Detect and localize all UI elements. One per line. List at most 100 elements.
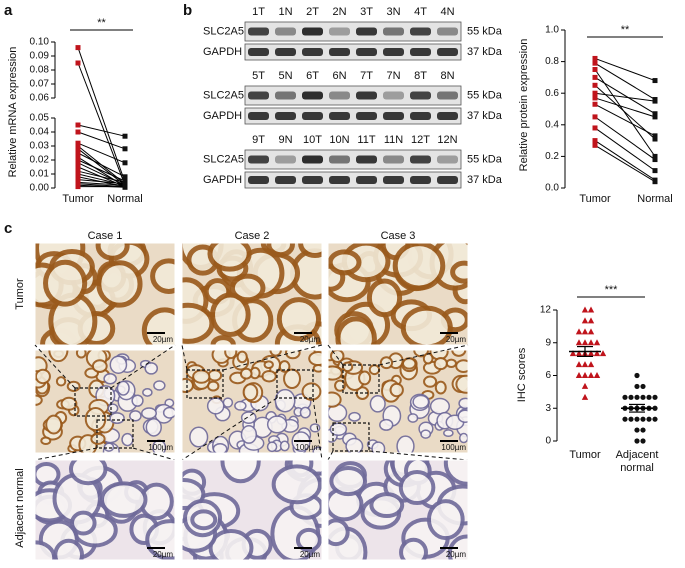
band xyxy=(356,155,377,164)
y-tick-label: 0.09 xyxy=(30,51,50,62)
gland xyxy=(328,518,350,547)
zoom-line xyxy=(34,447,98,461)
gland xyxy=(99,481,148,518)
lane-label: 9N xyxy=(278,134,292,146)
gland xyxy=(379,418,394,431)
point xyxy=(592,138,598,144)
point xyxy=(581,306,589,313)
gland xyxy=(240,411,257,424)
band xyxy=(410,176,431,184)
gland xyxy=(334,379,346,392)
band xyxy=(437,155,458,164)
ihc-image xyxy=(328,460,468,560)
blot-strip xyxy=(244,107,462,125)
gland xyxy=(35,368,51,385)
y-tick-label: 0.10 xyxy=(30,37,50,48)
point xyxy=(75,45,81,51)
gland xyxy=(450,260,468,284)
image-border xyxy=(181,349,323,454)
pair-line xyxy=(77,170,126,183)
point xyxy=(622,394,628,400)
gland xyxy=(129,410,142,422)
point xyxy=(592,67,598,72)
gland xyxy=(299,406,311,419)
point xyxy=(75,168,81,174)
y-tick-label: 3 xyxy=(545,403,551,414)
point xyxy=(652,405,658,411)
gland xyxy=(348,411,361,422)
gland xyxy=(423,375,438,388)
gland xyxy=(401,357,417,370)
point xyxy=(581,339,589,346)
y-axis-label: Relative protein expression xyxy=(518,39,530,172)
point xyxy=(652,136,658,142)
point xyxy=(592,142,598,148)
x-tick-label: Normal xyxy=(637,193,673,205)
band xyxy=(329,155,350,164)
pair-line xyxy=(77,62,126,186)
y-tick-label: 0.07 xyxy=(30,79,50,90)
gland xyxy=(224,350,238,360)
point xyxy=(122,160,128,166)
lane-label: 8T xyxy=(414,70,427,82)
panel-label: b xyxy=(183,2,192,19)
point xyxy=(634,383,640,390)
gland xyxy=(95,243,130,261)
lane-label: 12N xyxy=(437,134,457,146)
case-label: Case 3 xyxy=(381,230,416,242)
point xyxy=(587,339,595,346)
point xyxy=(575,339,583,346)
scale-bar-label: 20µm xyxy=(300,550,321,559)
point xyxy=(646,416,652,422)
row-label: Tumor xyxy=(14,278,26,310)
gland xyxy=(455,359,468,373)
point xyxy=(622,416,628,422)
band xyxy=(248,27,269,36)
size-label: 37 kDa xyxy=(467,174,503,186)
pair-line xyxy=(594,97,656,118)
point xyxy=(652,168,658,174)
image-border xyxy=(181,242,323,346)
point xyxy=(634,372,640,379)
point xyxy=(581,382,589,389)
point xyxy=(587,317,595,324)
point xyxy=(640,383,646,390)
band xyxy=(410,91,431,100)
gland xyxy=(145,519,175,560)
pair-line xyxy=(594,62,656,100)
gland xyxy=(109,412,125,425)
gland xyxy=(229,273,266,303)
gland xyxy=(141,307,175,345)
band xyxy=(275,91,296,100)
gland xyxy=(278,360,291,373)
band xyxy=(383,48,404,56)
band xyxy=(410,27,431,36)
point xyxy=(652,416,658,422)
band xyxy=(356,91,377,100)
gland xyxy=(45,414,63,435)
gland xyxy=(312,363,322,373)
band xyxy=(275,112,296,120)
point xyxy=(569,350,577,357)
scale-bar-label: 20µm xyxy=(446,335,467,344)
gland xyxy=(182,302,215,344)
row-label: SLC2A5 xyxy=(203,153,244,165)
pair-line xyxy=(594,144,656,183)
band xyxy=(356,48,377,56)
band xyxy=(383,176,404,184)
point xyxy=(75,160,81,166)
y-tick-label: 0.02 xyxy=(30,155,50,166)
point xyxy=(592,55,598,61)
y-tick-label: 0 xyxy=(545,436,551,447)
gland xyxy=(358,370,372,386)
image-border xyxy=(327,349,469,454)
gland xyxy=(207,243,252,272)
lane-label: 10T xyxy=(303,134,322,146)
gland xyxy=(335,316,377,345)
scale-bar-label: 20µm xyxy=(153,550,174,559)
y-axis-label: Relative mRNA expression xyxy=(7,47,19,178)
gland xyxy=(329,466,368,497)
ihc-image xyxy=(182,350,322,453)
lane-label: 6T xyxy=(306,70,319,82)
zoom-line xyxy=(181,397,278,461)
